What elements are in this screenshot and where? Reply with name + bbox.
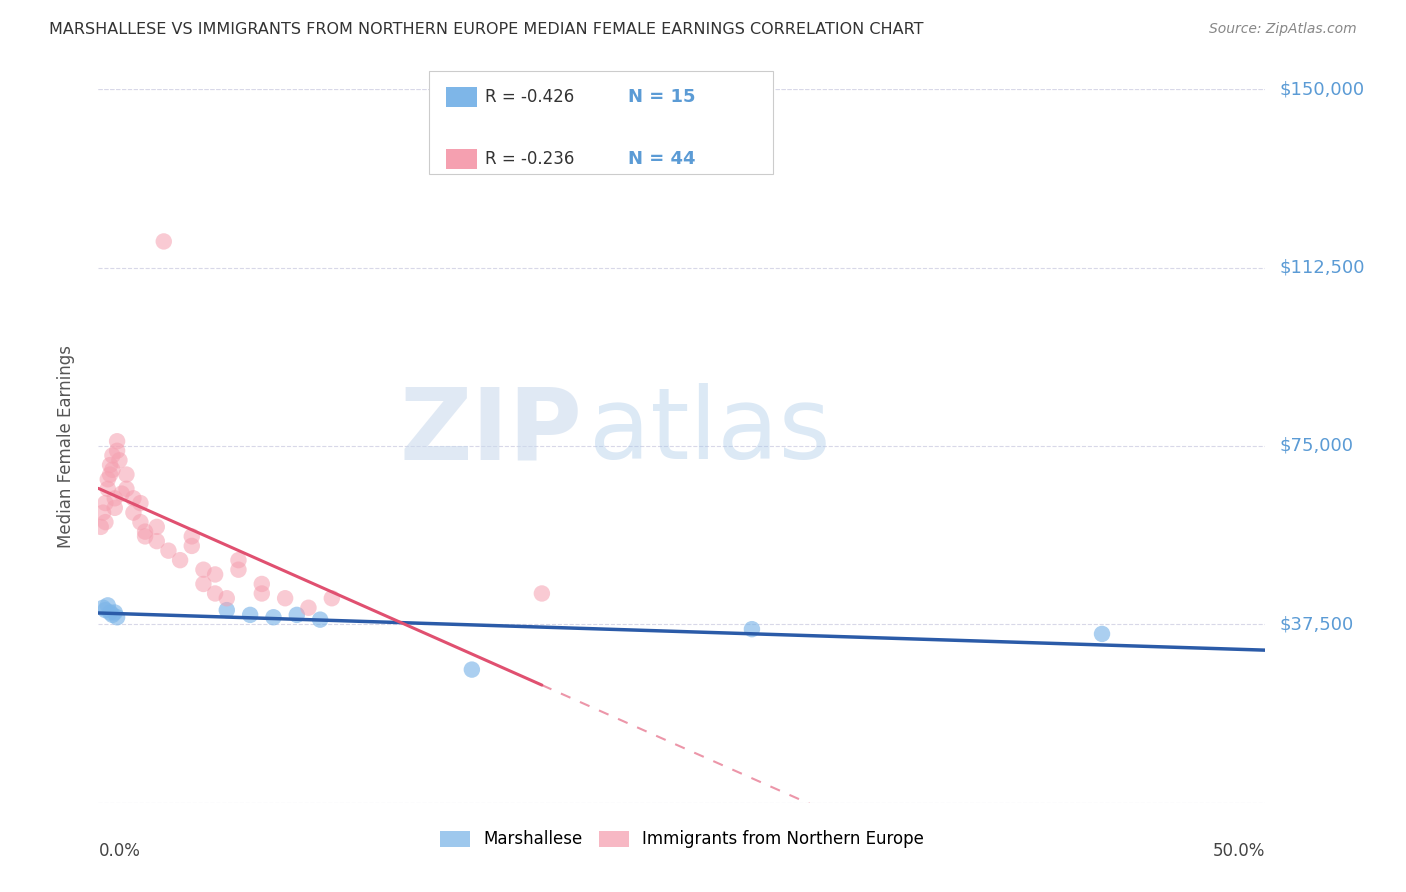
Point: [105, 610, 128, 624]
Point: [122, 506, 145, 520]
Legend: Marshallese, Immigrants from Northern Europe: Marshallese, Immigrants from Northern Eu…: [433, 824, 931, 855]
Point: [152, 235, 174, 249]
Point: [134, 529, 156, 543]
Text: N = 44: N = 44: [628, 150, 696, 168]
Point: [530, 586, 553, 600]
Point: [115, 482, 138, 496]
Y-axis label: Median Female Earnings: Median Female Earnings: [56, 344, 75, 548]
Point: [101, 463, 124, 477]
Point: [97, 482, 120, 496]
Point: [250, 577, 273, 591]
Point: [297, 600, 319, 615]
Point: [146, 520, 169, 534]
Point: [1091, 627, 1114, 641]
Point: [741, 622, 763, 636]
Point: [94, 515, 117, 529]
Point: [94, 496, 117, 510]
Point: [115, 467, 138, 482]
Point: [105, 443, 128, 458]
Point: [97, 599, 120, 613]
Text: Source: ZipAtlas.com: Source: ZipAtlas.com: [1209, 22, 1357, 37]
Text: R = -0.236: R = -0.236: [485, 150, 575, 168]
Text: $37,500: $37,500: [1279, 615, 1354, 633]
Point: [104, 500, 127, 515]
Point: [101, 449, 124, 463]
Text: N = 15: N = 15: [628, 88, 696, 106]
Point: [104, 606, 127, 620]
Point: [285, 607, 308, 622]
Point: [262, 610, 284, 624]
Point: [146, 534, 169, 549]
Point: [228, 563, 250, 577]
Point: [122, 491, 145, 506]
Point: [215, 591, 238, 606]
Point: [204, 586, 226, 600]
Point: [105, 434, 128, 449]
Point: [129, 515, 152, 529]
Point: [90, 520, 112, 534]
Text: R = -0.426: R = -0.426: [485, 88, 574, 106]
Point: [157, 543, 180, 558]
Point: [97, 472, 120, 486]
Text: $150,000: $150,000: [1279, 80, 1365, 98]
Text: MARSHALLESE VS IMMIGRANTS FROM NORTHERN EUROPE MEDIAN FEMALE EARNINGS CORRELATIO: MARSHALLESE VS IMMIGRANTS FROM NORTHERN …: [49, 22, 924, 37]
Text: $112,500: $112,500: [1279, 259, 1365, 277]
Text: 0.0%: 0.0%: [98, 842, 141, 860]
Point: [309, 613, 332, 627]
Point: [108, 453, 131, 467]
Text: atlas: atlas: [589, 384, 830, 480]
Point: [169, 553, 191, 567]
Point: [215, 603, 238, 617]
Point: [250, 586, 273, 600]
Point: [193, 563, 215, 577]
Point: [180, 539, 202, 553]
Point: [461, 663, 484, 677]
Point: [274, 591, 297, 606]
Text: 50.0%: 50.0%: [1213, 842, 1265, 860]
Point: [180, 529, 202, 543]
Point: [193, 577, 215, 591]
Point: [98, 606, 121, 620]
Point: [239, 607, 262, 622]
Point: [104, 491, 127, 506]
Point: [228, 553, 250, 567]
Point: [98, 458, 121, 472]
Text: $75,000: $75,000: [1279, 437, 1354, 455]
Point: [98, 467, 121, 482]
Point: [111, 486, 134, 500]
Point: [204, 567, 226, 582]
Point: [129, 496, 152, 510]
Point: [91, 506, 114, 520]
Point: [101, 607, 124, 622]
Point: [91, 600, 114, 615]
Point: [134, 524, 156, 539]
Point: [321, 591, 343, 606]
Point: [94, 603, 117, 617]
Text: ZIP: ZIP: [399, 384, 582, 480]
